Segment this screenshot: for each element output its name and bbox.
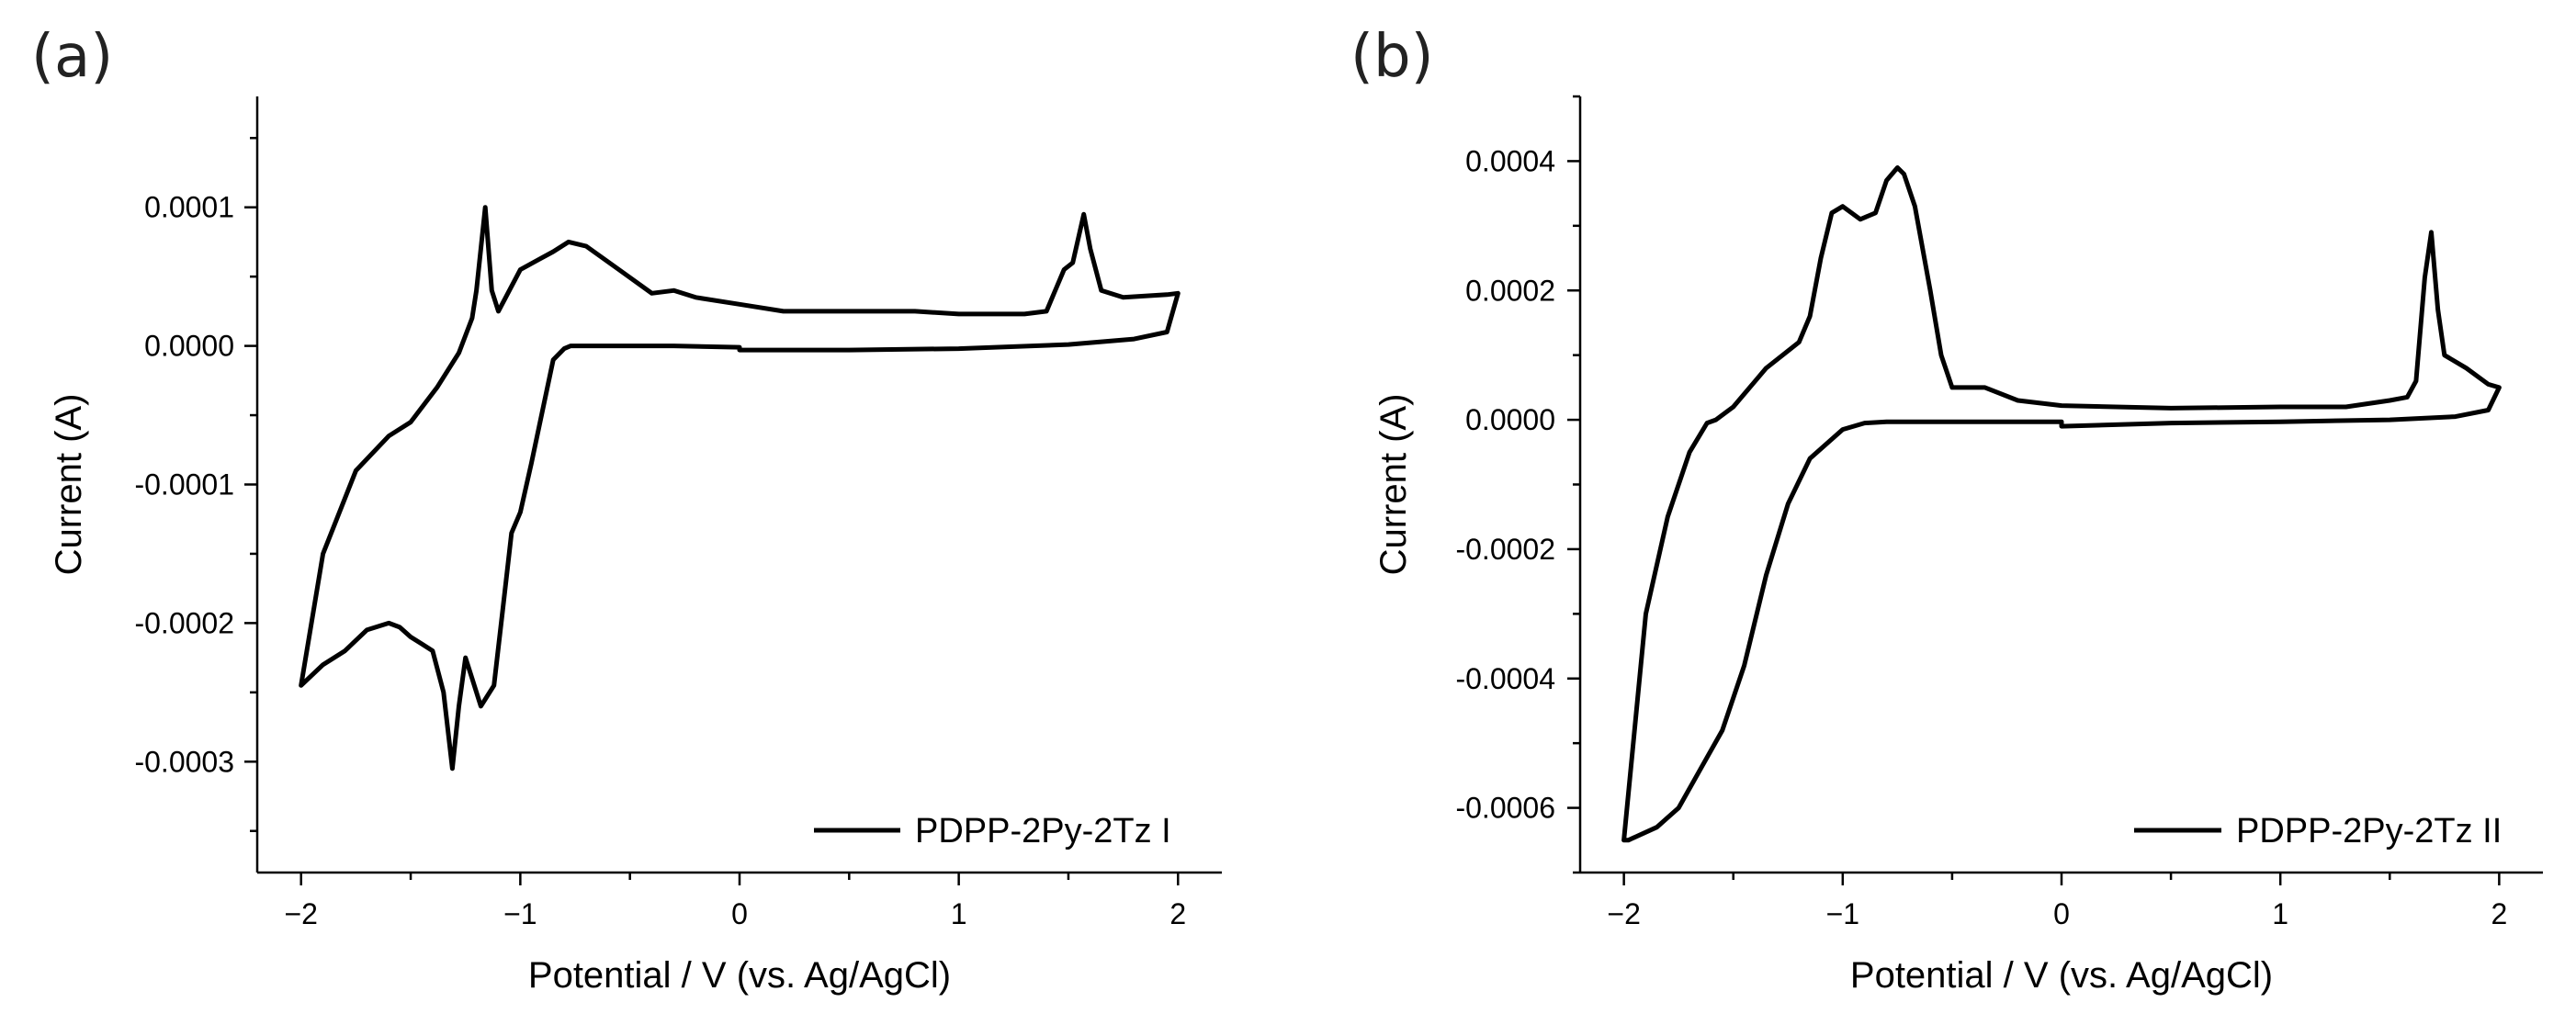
panel-a-cv-curve [299, 205, 1181, 772]
panel-b-x-tick-label: −1 [1826, 897, 1859, 930]
panel-a-y-tick-label: -0.0002 [134, 606, 234, 639]
panel-a-legend-label: PDPP-2Py-2Tz I [915, 812, 1171, 850]
panel-a-y-tick-label: 0.0001 [144, 191, 234, 224]
panel-a-x-tick-label: 0 [731, 897, 748, 930]
panel-b-y-axis-title: Current (A) [1373, 394, 1414, 576]
panel-b-x-tick-label: 0 [2053, 897, 2070, 930]
panel-b-y-tick-label: 0.0000 [1465, 403, 1555, 436]
panel-label-b: (b) [1350, 23, 1434, 91]
panel-b-y-tick-label: 0.0004 [1465, 144, 1555, 177]
panel-b-x-axis-title: Potential / V (vs. Ag/AgCl) [1850, 955, 2273, 996]
panel-a-y-tick-label: -0.0003 [134, 745, 234, 778]
panel-b-y-tick-label: -0.0004 [1455, 662, 1555, 695]
panel-label-a: (a) [31, 23, 113, 91]
chart-panel-a: −2 −1 0 1 2 0.0001 0.0000 -0.0001 -0.0002 -0.0003… [49, 96, 1222, 996]
panel-b-cv-curve [1621, 165, 2502, 843]
panel-a-x-tick-label: −1 [503, 897, 537, 930]
panel-b-y-tick-label: 0.0002 [1465, 274, 1555, 307]
panel-a-y-tick-label: 0.0000 [144, 330, 234, 363]
panel-b-y-tick-label: -0.0002 [1455, 533, 1555, 566]
panel-b-x-tick-label: 2 [2491, 897, 2507, 930]
panel-b-legend-label: PDPP-2Py-2Tz II [2236, 812, 2502, 850]
panel-a-x-tick-label: 1 [951, 897, 967, 930]
panel-a-x-axis-title: Potential / V (vs. Ag/AgCl) [528, 955, 951, 996]
panel-b-x-tick-label: −2 [1607, 897, 1640, 930]
chart-panel-b: −2 −1 0 1 2 0.0004 0.0002 0.0000 -0.0002 -0.0004 -… [1373, 95, 2543, 996]
panel-a-y-axis-title: Current (A) [49, 394, 89, 576]
panel-b-y-tick-label: -0.0006 [1455, 792, 1555, 825]
panel-a-x-tick-label: −2 [284, 897, 317, 930]
panel-b-x-tick-label: 1 [2272, 897, 2288, 930]
panel-a-y-tick-label: -0.0001 [134, 468, 234, 501]
panel-a-x-tick-label: 2 [1169, 897, 1186, 930]
